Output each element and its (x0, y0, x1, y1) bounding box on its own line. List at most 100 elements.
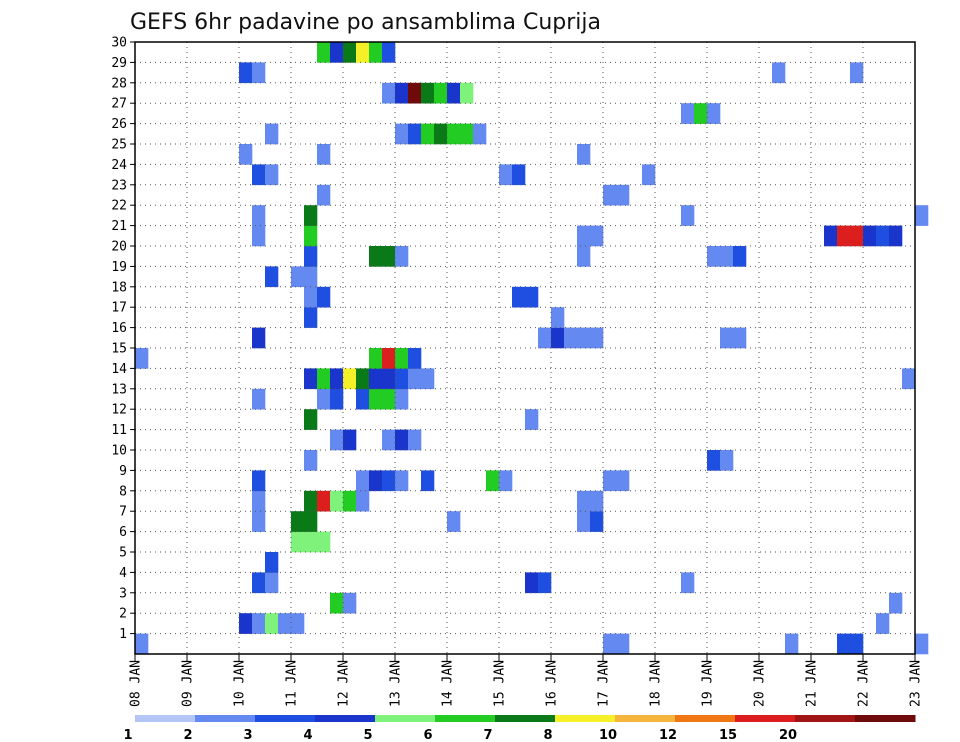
chart-title: GEFS 6hr padavine po ansamblima Cuprija (130, 10, 601, 35)
heatmap-cell (395, 470, 409, 492)
y-tick-label: 5 (119, 546, 127, 561)
heatmap-cell (850, 225, 864, 247)
heatmap-cell (681, 103, 695, 124)
heatmap-cell (902, 368, 916, 390)
heatmap-cell (304, 531, 318, 553)
heatmap-cell (252, 164, 266, 186)
x-tick-label: 22 JAN (857, 660, 872, 707)
legend-swatch (675, 715, 736, 722)
legend-label: 4 (303, 728, 312, 742)
heatmap-cell (590, 327, 604, 349)
y-tick-label: 20 (111, 240, 127, 255)
x-tick-label: 13 JAN (389, 660, 404, 707)
heatmap-cell (330, 368, 344, 390)
heatmap-cell (252, 490, 266, 512)
heatmap-cell (577, 246, 591, 267)
heatmap-cell (512, 164, 526, 186)
heatmap-cell (356, 368, 370, 390)
x-axis: 08 JAN 09 JAN 10 JAN 11 JAN 12 JAN 13 JAN 14 J… (129, 654, 924, 707)
heatmap-cell (577, 225, 591, 247)
heatmap-cell (382, 246, 396, 267)
heatmap-cell (304, 307, 318, 328)
y-tick-label: 9 (119, 464, 127, 479)
heatmap-cell (356, 490, 370, 512)
y-tick-label: 7 (119, 505, 127, 520)
heatmap-cell (382, 42, 396, 63)
y-tick-label: 14 (111, 362, 127, 377)
heatmap-cell (434, 123, 448, 145)
heatmap-cell (863, 225, 877, 247)
y-tick-label: 8 (119, 484, 127, 499)
heatmap-cell (460, 82, 474, 104)
heatmap-cell (408, 429, 422, 451)
legend-swatch (375, 715, 436, 722)
heatmap-cell (642, 164, 656, 186)
heatmap-cell (473, 123, 487, 145)
heatmap-cell (330, 592, 344, 614)
heatmap-cell (252, 225, 266, 247)
heatmap-cell (876, 225, 890, 247)
heatmap-cell (525, 409, 539, 430)
heatmap-cell (850, 62, 864, 84)
x-tick-label: 14 JAN (441, 660, 456, 707)
heatmap-cell (343, 592, 357, 614)
heatmap-cell (343, 429, 357, 451)
legend-label: 12 (659, 728, 677, 742)
heatmap-cell (551, 327, 565, 349)
legend-swatch (495, 715, 556, 722)
heatmap-cell (616, 184, 630, 206)
heatmap-cell (512, 286, 526, 308)
heatmap-cell (382, 368, 396, 390)
heatmap-cell (304, 266, 318, 288)
heatmap-cell (239, 144, 253, 165)
y-tick-label: 29 (111, 56, 127, 71)
heatmap-cell (421, 470, 435, 492)
heatmap-cell (304, 246, 318, 267)
heatmap-cell (395, 368, 409, 390)
heatmap-cell (720, 327, 734, 349)
heatmap-cell (369, 388, 383, 410)
y-tick-label: 16 (111, 321, 127, 336)
x-tick-label: 10 JAN (233, 660, 248, 707)
heatmap-cell (603, 633, 617, 655)
heatmap-cell (395, 429, 409, 451)
heatmap-cell (447, 123, 461, 145)
y-tick-label: 26 (111, 117, 127, 132)
legend-label: 8 (543, 728, 552, 742)
heatmap-cell (382, 429, 396, 451)
legend-swatch (135, 715, 196, 722)
legend-swatch (435, 715, 496, 722)
heatmap-cell (850, 633, 864, 655)
heatmap-cell (694, 103, 708, 124)
legend-label: 15 (719, 728, 737, 742)
heatmap-cell (421, 123, 435, 145)
legend-label: 6 (423, 728, 432, 742)
heatmap-cell (395, 123, 409, 145)
heatmap-cell (577, 144, 591, 165)
heatmap-cell (603, 184, 617, 206)
legend-label: 5 (363, 728, 372, 742)
legend-label: 2 (183, 728, 192, 742)
heatmap-cell (369, 470, 383, 492)
heatmap-cell (304, 490, 318, 512)
heatmap-cell (564, 327, 578, 349)
heatmap-cell (252, 470, 266, 492)
heatmap-cell (304, 409, 318, 430)
legend-swatch (195, 715, 256, 722)
heatmap-cell (135, 348, 149, 369)
y-tick-label: 23 (111, 178, 127, 193)
heatmap-cell (239, 613, 253, 634)
x-tick-label: 19 JAN (701, 660, 716, 707)
heatmap-cell (278, 613, 292, 634)
heatmap-cell (304, 205, 318, 226)
heatmap-cell (343, 368, 357, 390)
heatmap-cell (265, 552, 279, 573)
y-tick-label: 4 (119, 566, 127, 581)
heatmap-cell (434, 82, 448, 104)
heatmap-cell (408, 82, 422, 104)
legend-swatch (255, 715, 316, 722)
heatmap-cell (395, 246, 409, 267)
heatmap-cell (304, 368, 318, 390)
heatmap-cell (382, 388, 396, 410)
heatmap-cell (265, 266, 279, 288)
